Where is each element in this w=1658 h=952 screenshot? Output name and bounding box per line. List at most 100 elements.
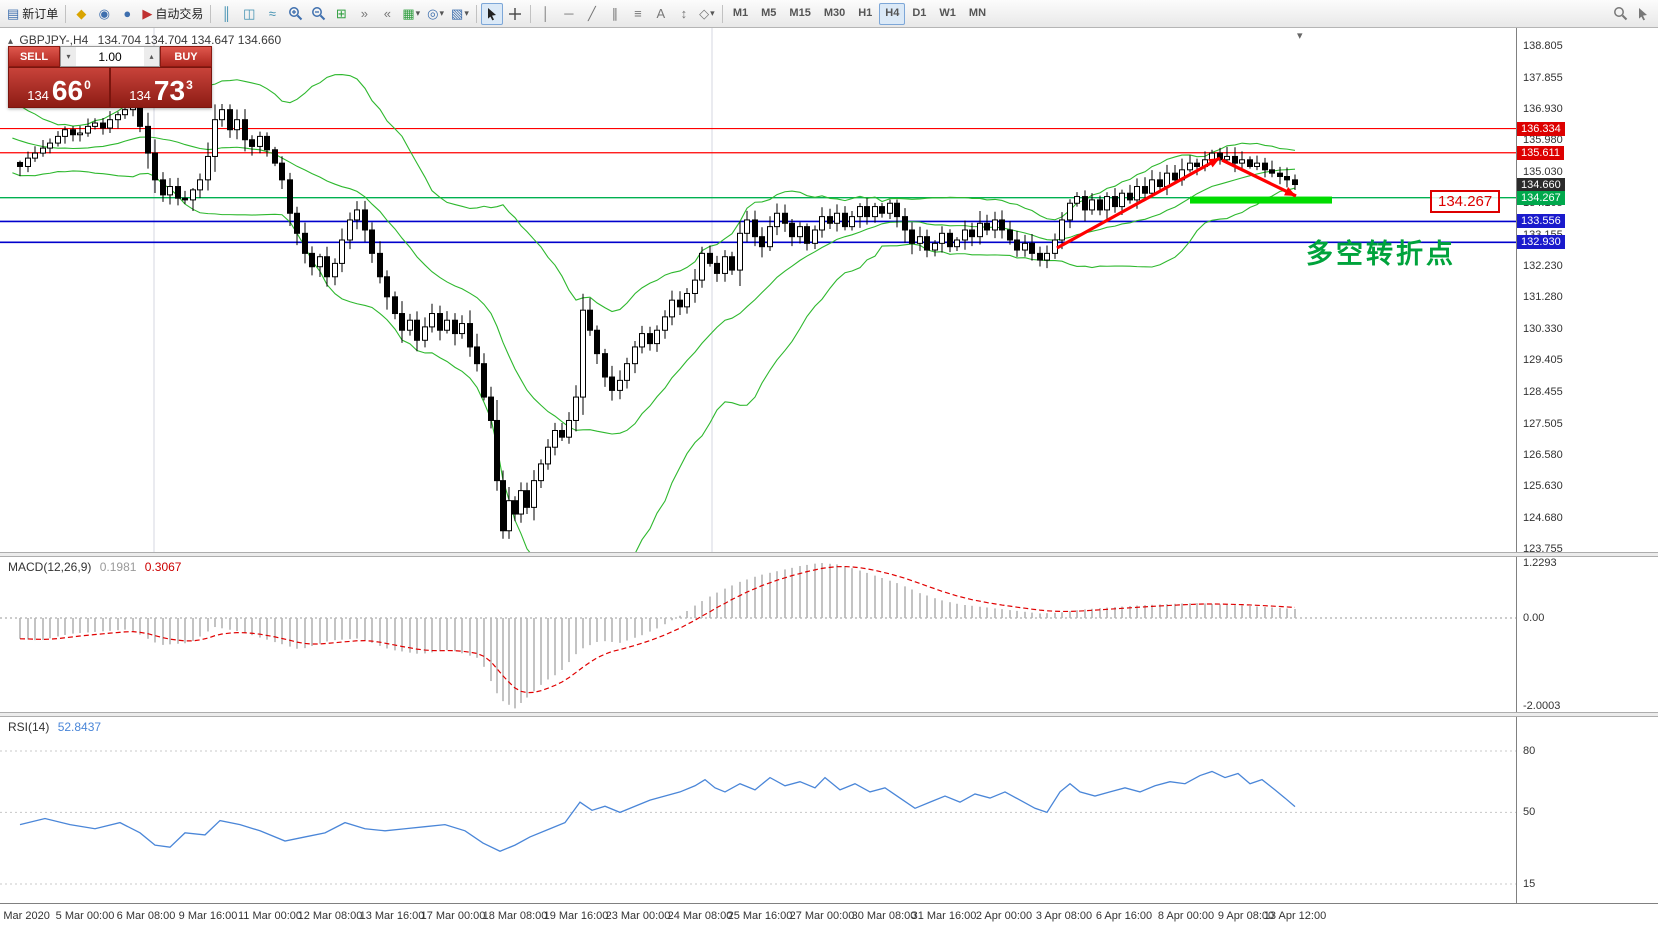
shapes-dropdown[interactable]: ◇ ▾ [696,3,718,25]
cursor-icon [487,7,496,20]
ask-pip: 3 [186,78,193,92]
one-click-collapse-icon[interactable]: ▴ [8,36,14,47]
rsi-value: 52.8437 [57,720,102,734]
time-axis-label: 27 Mar 00:00 [789,910,855,922]
price-axis-label: 128.455 [1523,385,1563,398]
price-axis-label: 138.805 [1523,40,1563,52]
timeframe-button-h1[interactable]: H1 [852,3,878,25]
new-order-button[interactable]: ▤ 新订单 [4,3,61,25]
arrows-tool[interactable]: ↕ [673,3,695,25]
macd-label: MACD(12,26,9) 0.1981 0.3067 [8,560,181,574]
main-chart-surface[interactable] [0,28,1516,552]
panel-splitter[interactable] [0,552,1658,557]
time-axis-label: 6 Apr 16:00 [1095,910,1153,922]
vertical-line-tool[interactable]: │ [535,3,557,25]
macd-name: MACD(12,26,9) [8,560,92,574]
timeframe-button-h4[interactable]: H4 [879,2,906,25]
trendline-tool[interactable]: ╱ [581,3,603,25]
price-axis-label: 123.755 [1523,542,1563,555]
alerts-button[interactable]: ● [116,3,138,25]
price-axis-label: 135.980 [1523,134,1563,147]
channel-tool[interactable]: ∥ [604,3,626,25]
macd-histogram [19,563,1296,709]
zoom-in-icon [288,7,303,21]
horizontal-line-tool[interactable]: ─ [558,3,580,25]
zoom-out-button[interactable] [307,3,329,25]
time-axis-label: 9 Mar 16:00 [178,910,238,922]
buy-price-button[interactable]: 134 73 3 [110,67,212,108]
macd-signal-value: 0.3067 [144,560,182,574]
autotrading-icon: ▶ [142,6,153,21]
price-axis-label: 125.630 [1523,480,1563,493]
search-button[interactable] [1609,3,1631,25]
shapes-icon: ◇ [699,6,710,21]
sell-button[interactable]: SELL [8,46,60,67]
price-axis-label: 137.855 [1523,71,1563,84]
horizontal-line-icon: ─ [564,6,574,21]
time-axis-label: 8 Apr 00:00 [1157,910,1215,922]
price-axis[interactable]: 138.805137.855136.930135.980135.030134.1… [1516,28,1658,555]
crosshair-button[interactable] [504,3,526,25]
arrows-tool-icon: ↕ [680,6,688,21]
candles [17,94,1298,539]
buy-button[interactable]: BUY [160,46,212,67]
toolbar-separator [210,4,212,23]
time-axis-label: 19 Mar 16:00 [543,910,609,922]
price-callout-label: 134.267 [1430,190,1501,213]
time-axis-label: 31 Mar 16:00 [911,910,977,922]
volume-input[interactable] [76,49,144,64]
volume-up-button[interactable]: ▴ [144,47,159,66]
timeframe-button-m1[interactable]: M1 [727,3,754,25]
text-tool-icon: A [656,6,666,21]
timeframe-button-m5[interactable]: M5 [755,3,782,25]
time-axis-label: 6 Mar 08:00 [116,910,176,922]
chart-shift-icon: « [383,6,391,21]
metaeditor-button[interactable]: ◆ [70,3,92,25]
channel-icon: ∥ [611,6,619,21]
price-axis-label: 136.930 [1523,102,1563,115]
panel-splitter[interactable] [0,712,1658,717]
support-zone-highlight [1190,196,1332,204]
time-axis[interactable]: 3 Mar 2020 5 Mar 00:006 Mar 08:009 Mar 16… [0,903,1658,952]
autotrading-button[interactable]: ▶ 自动交易 [139,3,206,25]
new-order-icon: ▤ [7,6,20,21]
toolbar: ▤ 新订单 ◆ ◉ ● ▶ 自动交易 ║ ◫ ≈ ⊞ » « ▦ ▾ ◎ ▾ ▧ ▾ [0,0,1658,28]
data-window-button[interactable]: ◉ [93,3,115,25]
rsi-panel-surface[interactable] [0,717,1516,903]
candlestick-chart-button[interactable]: ◫ [238,3,260,25]
time-axis-label: 23 Mar 00:00 [605,910,671,922]
chevron-down-icon: ▾ [464,8,469,18]
timeframe-button-mn[interactable]: MN [963,3,992,25]
chevron-down-icon: ▾ [439,8,445,18]
templates-dropdown[interactable]: ▧ ▾ [448,3,472,25]
tile-windows-button[interactable]: ⊞ [330,3,352,25]
cursor-button[interactable] [480,2,503,25]
line-chart-button[interactable]: ≈ [261,3,283,25]
zoom-in-button[interactable] [284,3,306,25]
timeframe-button-w1[interactable]: W1 [933,3,962,25]
rsi-axis[interactable]: 80 50 15 [1516,717,1658,903]
timeframe-button-m15[interactable]: M15 [783,3,816,25]
macd-axis[interactable]: 1.2293 0.00 -2.0003 [1516,557,1658,712]
bar-chart-button[interactable]: ║ [215,3,237,25]
sell-price-button[interactable]: 134 66 0 [8,67,110,108]
macd-panel-surface[interactable] [0,557,1516,712]
timeframe-button-m30[interactable]: M30 [818,3,851,25]
chart-shift-marker[interactable]: ▾ [1297,30,1303,42]
fibonacci-tool[interactable]: ≡ [627,3,649,25]
macd-axis-label: 0.00 [1523,612,1545,624]
bar-chart-icon: ║ [221,6,231,21]
time-axis-label: 9 Apr 08:00 [1217,910,1275,922]
profiles-icon: ◎ [427,6,439,21]
auto-scroll-icon: » [360,6,368,21]
auto-scroll-button[interactable]: » [353,3,375,25]
text-tool[interactable]: A [650,3,672,25]
symbol-period-label: GBPJPY-,H4 [19,33,89,47]
volume-down-button[interactable]: ▾ [61,47,76,66]
chart-shift-button[interactable]: « [376,3,398,25]
pointer-mode-button[interactable] [1632,3,1654,25]
timeframe-button-d1[interactable]: D1 [906,3,932,25]
profiles-dropdown[interactable]: ◎ ▾ [424,3,447,25]
new-chart-dropdown[interactable]: ▦ ▾ [399,3,423,25]
